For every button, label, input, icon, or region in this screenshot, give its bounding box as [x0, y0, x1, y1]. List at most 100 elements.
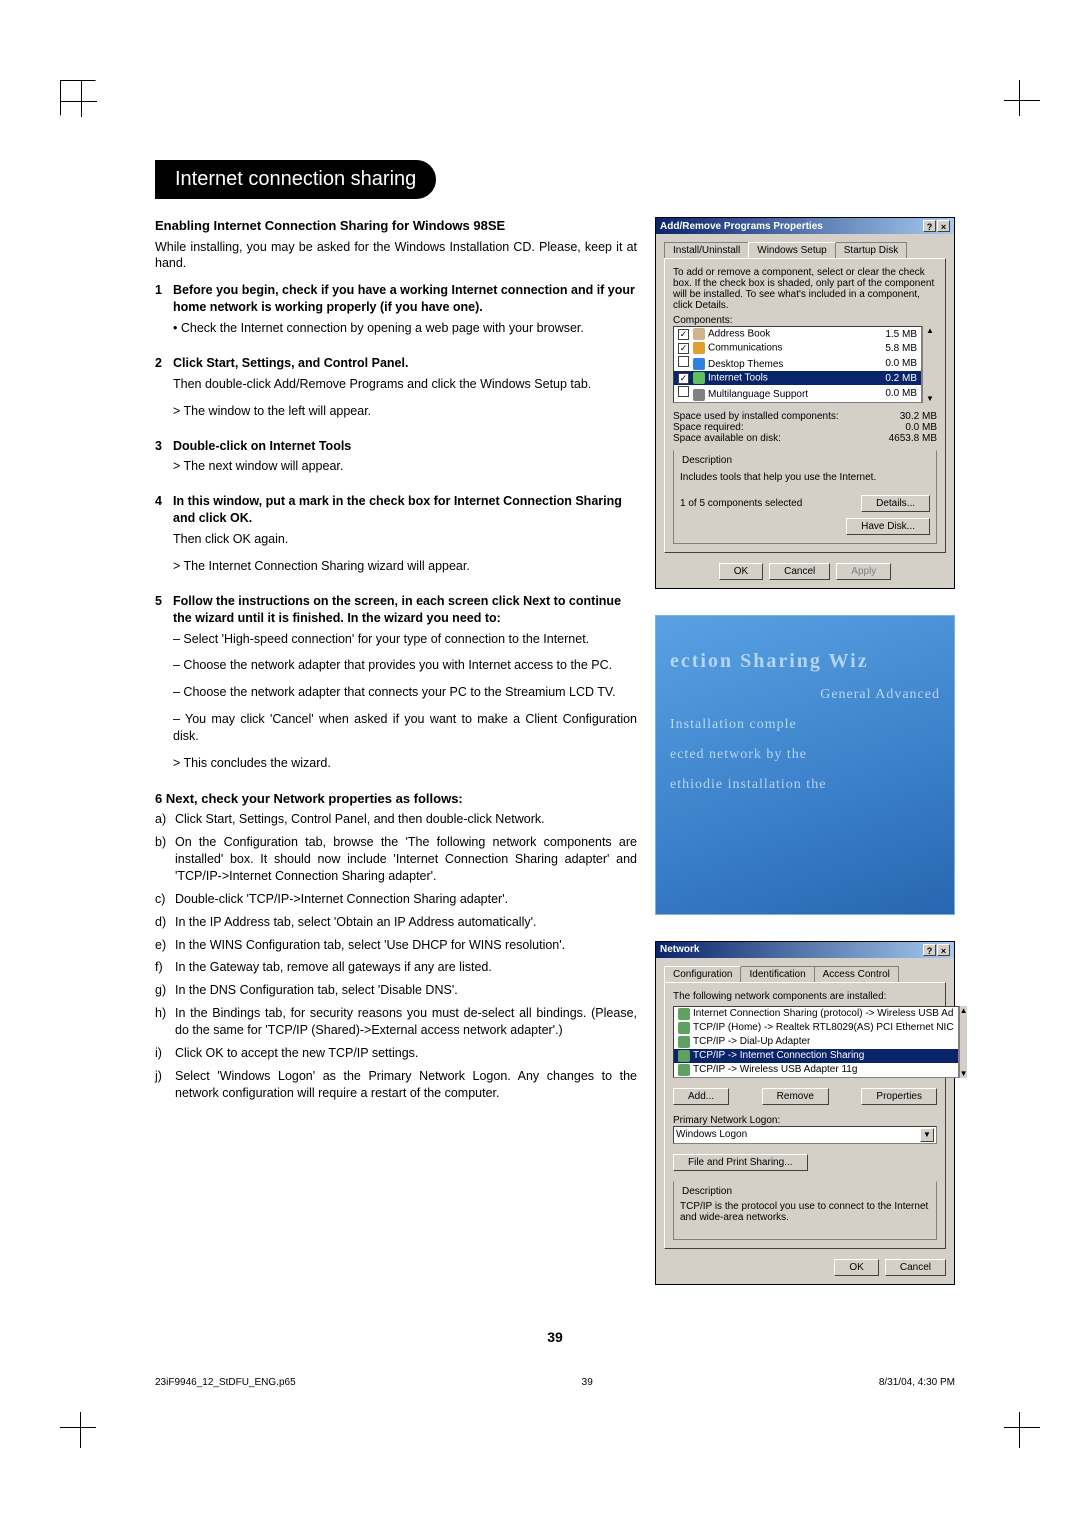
alpha-text: On the Configuration tab, browse the 'Th… — [175, 834, 637, 885]
step-line: – Choose the network adapter that connec… — [173, 684, 637, 701]
wizard-line: Installation comple — [670, 717, 940, 733]
tab-startup-disk[interactable]: Startup Disk — [835, 242, 907, 258]
primary-logon-label: Primary Network Logon: — [673, 1115, 937, 1126]
component-row[interactable]: Multilanguage Support0.0 MB — [674, 385, 921, 401]
scrollbar[interactable]: ▲▼ — [959, 1006, 968, 1078]
cancel-button[interactable]: Cancel — [885, 1259, 946, 1276]
step-bold: Double-click on Internet Tools — [173, 438, 637, 455]
footer-page: 39 — [582, 1377, 593, 1388]
help-icon[interactable]: ? — [923, 220, 936, 232]
tab-windows-setup[interactable]: Windows Setup — [748, 242, 835, 258]
ok-button[interactable]: OK — [719, 563, 763, 580]
step-line: Then click OK again. — [173, 531, 637, 548]
step-body: Follow the instructions on the screen, i… — [173, 593, 637, 782]
step-bold: In this window, put a mark in the check … — [173, 493, 637, 527]
dialog-title-text: Network — [660, 944, 699, 955]
description-label: Description — [680, 1186, 734, 1197]
properties-button[interactable]: Properties — [861, 1088, 937, 1105]
help-icon[interactable]: ? — [923, 944, 936, 956]
alpha-label: e) — [155, 937, 175, 954]
alpha-label: b) — [155, 834, 175, 885]
remove-button[interactable]: Remove — [762, 1088, 829, 1105]
close-icon[interactable]: × — [937, 944, 950, 956]
section2-heading: 6 Next, check your Network properties as… — [155, 790, 637, 808]
page-title: Internet connection sharing — [155, 160, 436, 199]
right-column: Add/Remove Programs Properties ? × Insta… — [655, 217, 955, 1311]
step-bold: Click Start, Settings, and Control Panel… — [173, 355, 637, 372]
components-listbox[interactable]: ✓Address Book1.5 MB✓Communications5.8 MB… — [673, 326, 922, 403]
tab-configuration[interactable]: Configuration — [664, 966, 741, 982]
close-icon[interactable]: × — [937, 220, 950, 232]
footer-filename: 23iF9946_12_StDFU_ENG.p65 — [155, 1377, 296, 1388]
add-button[interactable]: Add... — [673, 1088, 729, 1105]
alpha-text: In the IP Address tab, select 'Obtain an… — [175, 914, 637, 931]
step-line: > The Internet Connection Sharing wizard… — [173, 558, 637, 575]
print-footer: 23iF9946_12_StDFU_ENG.p65 39 8/31/04, 4:… — [155, 1377, 955, 1388]
component-row[interactable]: ✓Address Book1.5 MB — [674, 327, 921, 341]
apply-button[interactable]: Apply — [836, 563, 891, 580]
alpha-text: In the Bindings tab, for security reason… — [175, 1005, 637, 1039]
step-line: – You may click 'Cancel' when asked if y… — [173, 711, 637, 745]
dialog-titlebar: Add/Remove Programs Properties ? × — [656, 218, 954, 234]
installed-label: The following network components are ins… — [673, 991, 937, 1002]
alpha-label: d) — [155, 914, 175, 931]
info-row: Space used by installed components:30.2 … — [673, 411, 937, 422]
intro-text: While installing, you may be asked for t… — [155, 239, 637, 273]
step-line: – Select 'High-speed connection' for you… — [173, 631, 637, 648]
component-row[interactable]: ✓Communications5.8 MB — [674, 341, 921, 355]
step-number: 1 — [155, 282, 173, 347]
description-label: Description — [680, 455, 734, 466]
alpha-label: h) — [155, 1005, 175, 1039]
info-row: Space required:0.0 MB — [673, 422, 937, 433]
tab-identification[interactable]: Identification — [740, 966, 814, 982]
footer-date: 8/31/04, 4:30 PM — [879, 1377, 955, 1388]
components-label: Components: — [673, 315, 937, 326]
wizard-line: ection Sharing Wiz — [670, 650, 940, 673]
alpha-text: In the WINS Configuration tab, select 'U… — [175, 937, 637, 954]
step-number: 3 — [155, 438, 173, 486]
step-line: • Check the Internet connection by openi… — [173, 320, 637, 337]
details-button[interactable]: Details... — [861, 495, 930, 512]
dialog-title-text: Add/Remove Programs Properties — [660, 221, 823, 232]
alpha-label: j) — [155, 1068, 175, 1102]
dialog-titlebar: Network ? × — [656, 942, 954, 958]
have-disk-button[interactable]: Have Disk... — [846, 518, 930, 535]
alpha-text: Click Start, Settings, Control Panel, an… — [175, 811, 637, 828]
wizard-card: ection Sharing Wiz General Advanced Inst… — [655, 615, 955, 915]
alpha-text: In the Gateway tab, remove all gateways … — [175, 959, 637, 976]
tab-install-uninstall[interactable]: Install/Uninstall — [664, 242, 749, 258]
wizard-line: ethiodie installation the — [670, 777, 940, 793]
section-heading: Enabling Internet Connection Sharing for… — [155, 217, 637, 235]
network-component-row[interactable]: Internet Connection Sharing (protocol) -… — [674, 1007, 958, 1021]
description-text: TCP/IP is the protocol you use to connec… — [680, 1201, 930, 1231]
network-component-row[interactable]: TCP/IP (Home) -> Realtek RTL8029(AS) PCI… — [674, 1021, 958, 1035]
step-number: 5 — [155, 593, 173, 782]
alpha-label: i) — [155, 1045, 175, 1062]
scrollbar[interactable]: ▲▼ — [922, 326, 937, 403]
step-bold: Before you begin, check if you have a wo… — [173, 282, 637, 316]
alpha-text: Select 'Windows Logon' as the Primary Ne… — [175, 1068, 637, 1102]
tab-access-control[interactable]: Access Control — [814, 966, 899, 982]
network-dialog: Network ? × Configuration Identification… — [655, 941, 955, 1285]
step-bold: Follow the instructions on the screen, i… — [173, 593, 637, 627]
step-body: Before you begin, check if you have a wo… — [173, 282, 637, 347]
file-print-sharing-button[interactable]: File and Print Sharing... — [673, 1154, 808, 1171]
primary-logon-select[interactable]: Windows Logon ▼ — [673, 1126, 937, 1144]
info-row: Space available on disk:4653.8 MB — [673, 433, 937, 444]
chevron-down-icon[interactable]: ▼ — [920, 1128, 934, 1142]
step-line: – Choose the network adapter that provid… — [173, 657, 637, 674]
step-number: 4 — [155, 493, 173, 585]
network-component-row[interactable]: TCP/IP -> Internet Connection Sharing — [674, 1049, 958, 1063]
primary-logon-value: Windows Logon — [676, 1129, 747, 1140]
component-row[interactable]: ✓Internet Tools0.2 MB — [674, 371, 921, 385]
network-component-row[interactable]: TCP/IP -> Dial-Up Adapter — [674, 1035, 958, 1049]
network-components-listbox[interactable]: Internet Connection Sharing (protocol) -… — [673, 1006, 959, 1078]
ok-button[interactable]: OK — [834, 1259, 878, 1276]
cancel-button[interactable]: Cancel — [769, 563, 830, 580]
component-row[interactable]: Desktop Themes0.0 MB — [674, 355, 921, 371]
network-component-row[interactable]: TCP/IP -> Wireless USB Adapter 11g — [674, 1063, 958, 1077]
left-column: Enabling Internet Connection Sharing for… — [155, 217, 637, 1311]
description-text: Includes tools that help you use the Int… — [680, 472, 930, 483]
alpha-text: Double-click 'TCP/IP->Internet Connectio… — [175, 891, 637, 908]
step-line: Then double-click Add/Remove Programs an… — [173, 376, 637, 393]
